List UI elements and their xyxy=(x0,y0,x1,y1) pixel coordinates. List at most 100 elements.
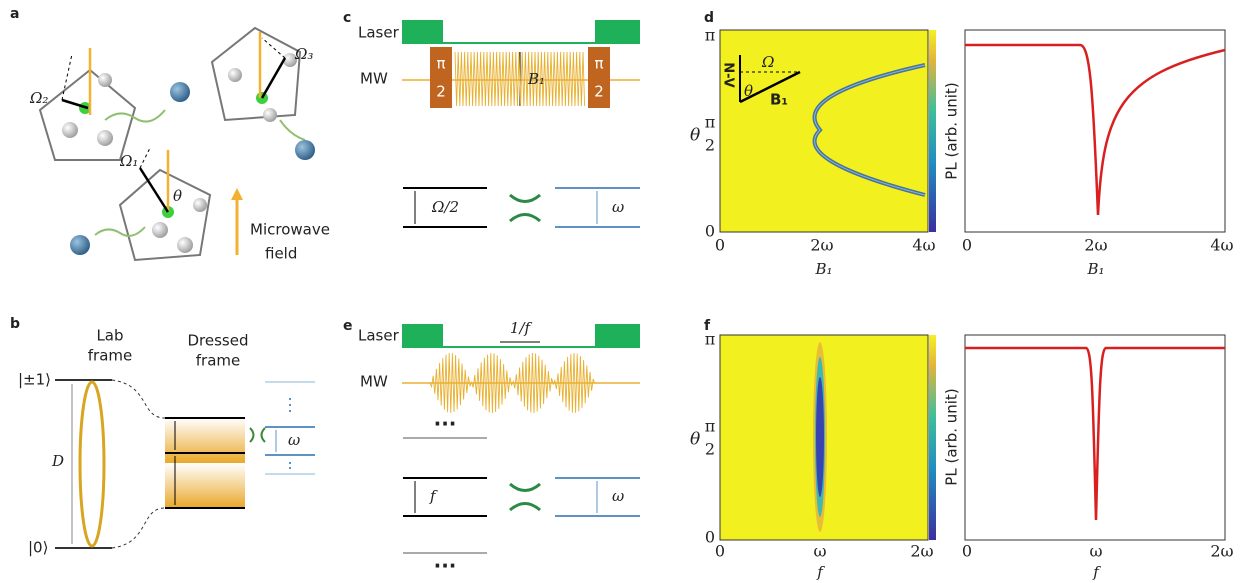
path-shape xyxy=(965,45,1225,215)
label: ω xyxy=(612,487,624,505)
rect-shape xyxy=(402,324,443,348)
rect-shape xyxy=(595,20,640,44)
panel-label: e xyxy=(343,318,353,334)
panel-e xyxy=(402,324,640,553)
label: Ω₃ xyxy=(294,45,313,63)
tick-label: π xyxy=(705,330,716,349)
label: 1/f xyxy=(510,319,533,337)
axis-label: f xyxy=(1092,563,1101,581)
label: Ω₂ xyxy=(29,89,48,107)
path-shape xyxy=(105,110,165,122)
polygon-shape xyxy=(231,188,243,200)
rect-shape xyxy=(720,30,928,232)
circle-shape xyxy=(193,198,207,212)
tick-label: π xyxy=(705,417,716,436)
tick-label: ω xyxy=(1089,542,1102,561)
inset-label: N-V xyxy=(721,62,736,87)
label: ··· xyxy=(434,554,457,578)
line-shape xyxy=(262,58,285,98)
panel-d xyxy=(720,30,1225,232)
label: f xyxy=(429,487,438,505)
ellipse-shape xyxy=(816,377,824,497)
label: B₁ xyxy=(527,70,545,88)
rect-shape xyxy=(929,30,936,232)
circle-shape xyxy=(62,122,78,138)
label: π xyxy=(594,55,603,73)
panel-c xyxy=(402,20,640,227)
circle-shape xyxy=(98,73,112,87)
tick-label: π xyxy=(705,113,716,132)
label: Laser xyxy=(358,327,400,345)
label: |0⟩ xyxy=(28,539,48,557)
colorbar-label: PL (arb. unit) xyxy=(943,82,961,179)
label: MW xyxy=(360,70,388,88)
path-shape xyxy=(510,195,540,221)
panel-f xyxy=(720,335,1225,540)
label: |±1⟩ xyxy=(18,371,51,389)
tick-label: 2ω xyxy=(910,542,933,561)
tick-label: 2ω xyxy=(1210,542,1233,561)
axis-label: θ xyxy=(690,126,700,146)
tick-label: ω xyxy=(813,542,826,561)
label: Ω/2 xyxy=(431,198,459,216)
axis-label: B₁ xyxy=(814,260,832,278)
circle-shape xyxy=(170,82,190,102)
label: field xyxy=(265,245,297,263)
polygon-shape xyxy=(40,70,135,160)
panel-label: d xyxy=(704,10,714,26)
axis-label: f xyxy=(816,563,825,581)
panel-label: c xyxy=(343,10,351,26)
label: Microwave xyxy=(250,221,330,239)
tick-label: 0 xyxy=(705,528,715,547)
label: D xyxy=(51,452,64,470)
panel-b xyxy=(55,380,315,548)
rect-shape xyxy=(929,335,936,540)
path-shape xyxy=(95,227,145,236)
label: π xyxy=(436,55,445,73)
tick-label: 0 xyxy=(962,542,972,561)
path-shape xyxy=(510,484,540,510)
label: frame xyxy=(196,352,240,370)
label: Dressed xyxy=(188,332,249,350)
label: MW xyxy=(360,373,388,391)
label: 2 xyxy=(436,83,446,101)
tick-label: 2ω xyxy=(810,236,833,255)
axis-label: B₁ xyxy=(1086,260,1104,278)
path-shape xyxy=(140,148,150,168)
path-shape xyxy=(965,348,1225,520)
circle-shape xyxy=(152,222,168,238)
tick-label: 2ω xyxy=(1084,236,1107,255)
circle-shape xyxy=(177,237,193,253)
label: ··· xyxy=(434,412,457,436)
circle-shape xyxy=(295,140,315,160)
tick-label: 0 xyxy=(715,236,725,255)
inset-label: Ω xyxy=(761,53,774,71)
ellipse-shape xyxy=(80,382,104,546)
tick-label: 2 xyxy=(705,440,715,459)
rect-shape xyxy=(402,20,443,44)
circle-shape xyxy=(97,130,113,146)
tick-label: 0 xyxy=(705,222,715,241)
tick-label: 2 xyxy=(705,136,715,155)
path-shape xyxy=(280,120,305,140)
label: 2 xyxy=(594,83,604,101)
label: frame xyxy=(88,347,132,365)
label: θ xyxy=(173,187,182,205)
inset-label: B₁ xyxy=(770,91,788,109)
rect-shape xyxy=(165,418,245,508)
label: ω xyxy=(288,431,300,449)
inset-label: θ xyxy=(744,82,753,100)
tick-label: 4ω xyxy=(912,236,935,255)
panel-label: a xyxy=(10,6,19,22)
axis-label: θ xyxy=(690,430,700,450)
tick-label: 0 xyxy=(715,542,725,561)
path-shape xyxy=(262,38,285,58)
tick-label: π xyxy=(705,26,716,45)
mw-modulated xyxy=(430,353,595,413)
circle-shape xyxy=(228,68,242,82)
tick-label: 0 xyxy=(962,236,972,255)
panel-label: b xyxy=(10,316,20,332)
path-shape xyxy=(112,380,165,548)
path-shape xyxy=(250,428,265,442)
polygon-shape xyxy=(212,28,300,120)
